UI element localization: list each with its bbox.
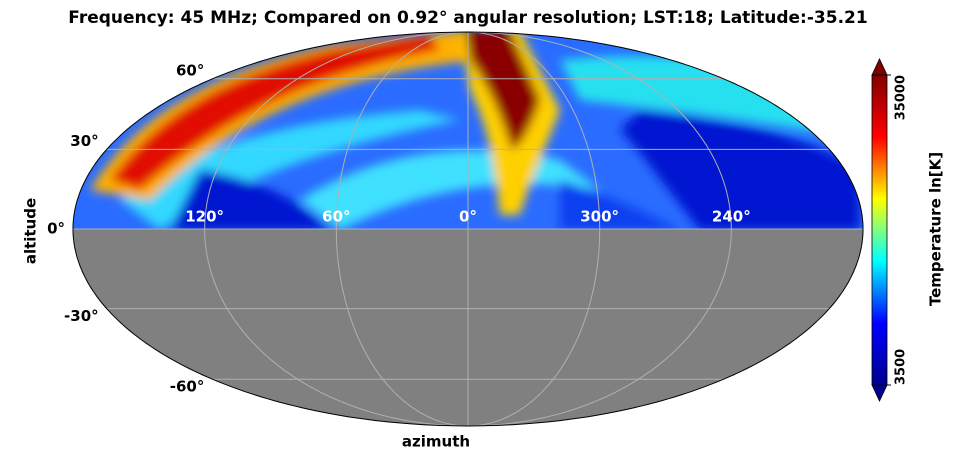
y-tick-label: 30° xyxy=(70,132,98,150)
x-tick-label: 120° xyxy=(185,208,224,226)
colorbar: 3500 35000 xyxy=(871,58,909,402)
y-tick-label: -60° xyxy=(170,378,205,396)
colorbar-tick-label: 35000 xyxy=(894,75,909,120)
y-axis-label: altitude xyxy=(22,198,40,264)
colorbar-label: Temperature ln[K] xyxy=(927,152,945,306)
x-tick-label: 300° xyxy=(580,208,619,226)
chart-title: Frequency: 45 MHz; Compared on 0.92° ang… xyxy=(68,8,867,28)
graticule xyxy=(73,31,863,427)
y-tick-label: -30° xyxy=(64,307,99,325)
colorbar-body xyxy=(871,74,888,386)
map-outline xyxy=(72,31,864,427)
colorbar-tick-label: 3500 xyxy=(894,349,909,385)
x-axis-label: azimuth xyxy=(402,433,470,451)
colorbar-extend xyxy=(871,58,888,76)
x-tick-label: 240° xyxy=(712,208,751,226)
y-tick-label: 60° xyxy=(176,61,204,79)
x-tick-label: 0° xyxy=(459,208,477,226)
x-tick-label: 60° xyxy=(322,208,350,226)
colorbar-extend xyxy=(871,384,888,402)
y-tick-label: 0° xyxy=(47,220,65,238)
